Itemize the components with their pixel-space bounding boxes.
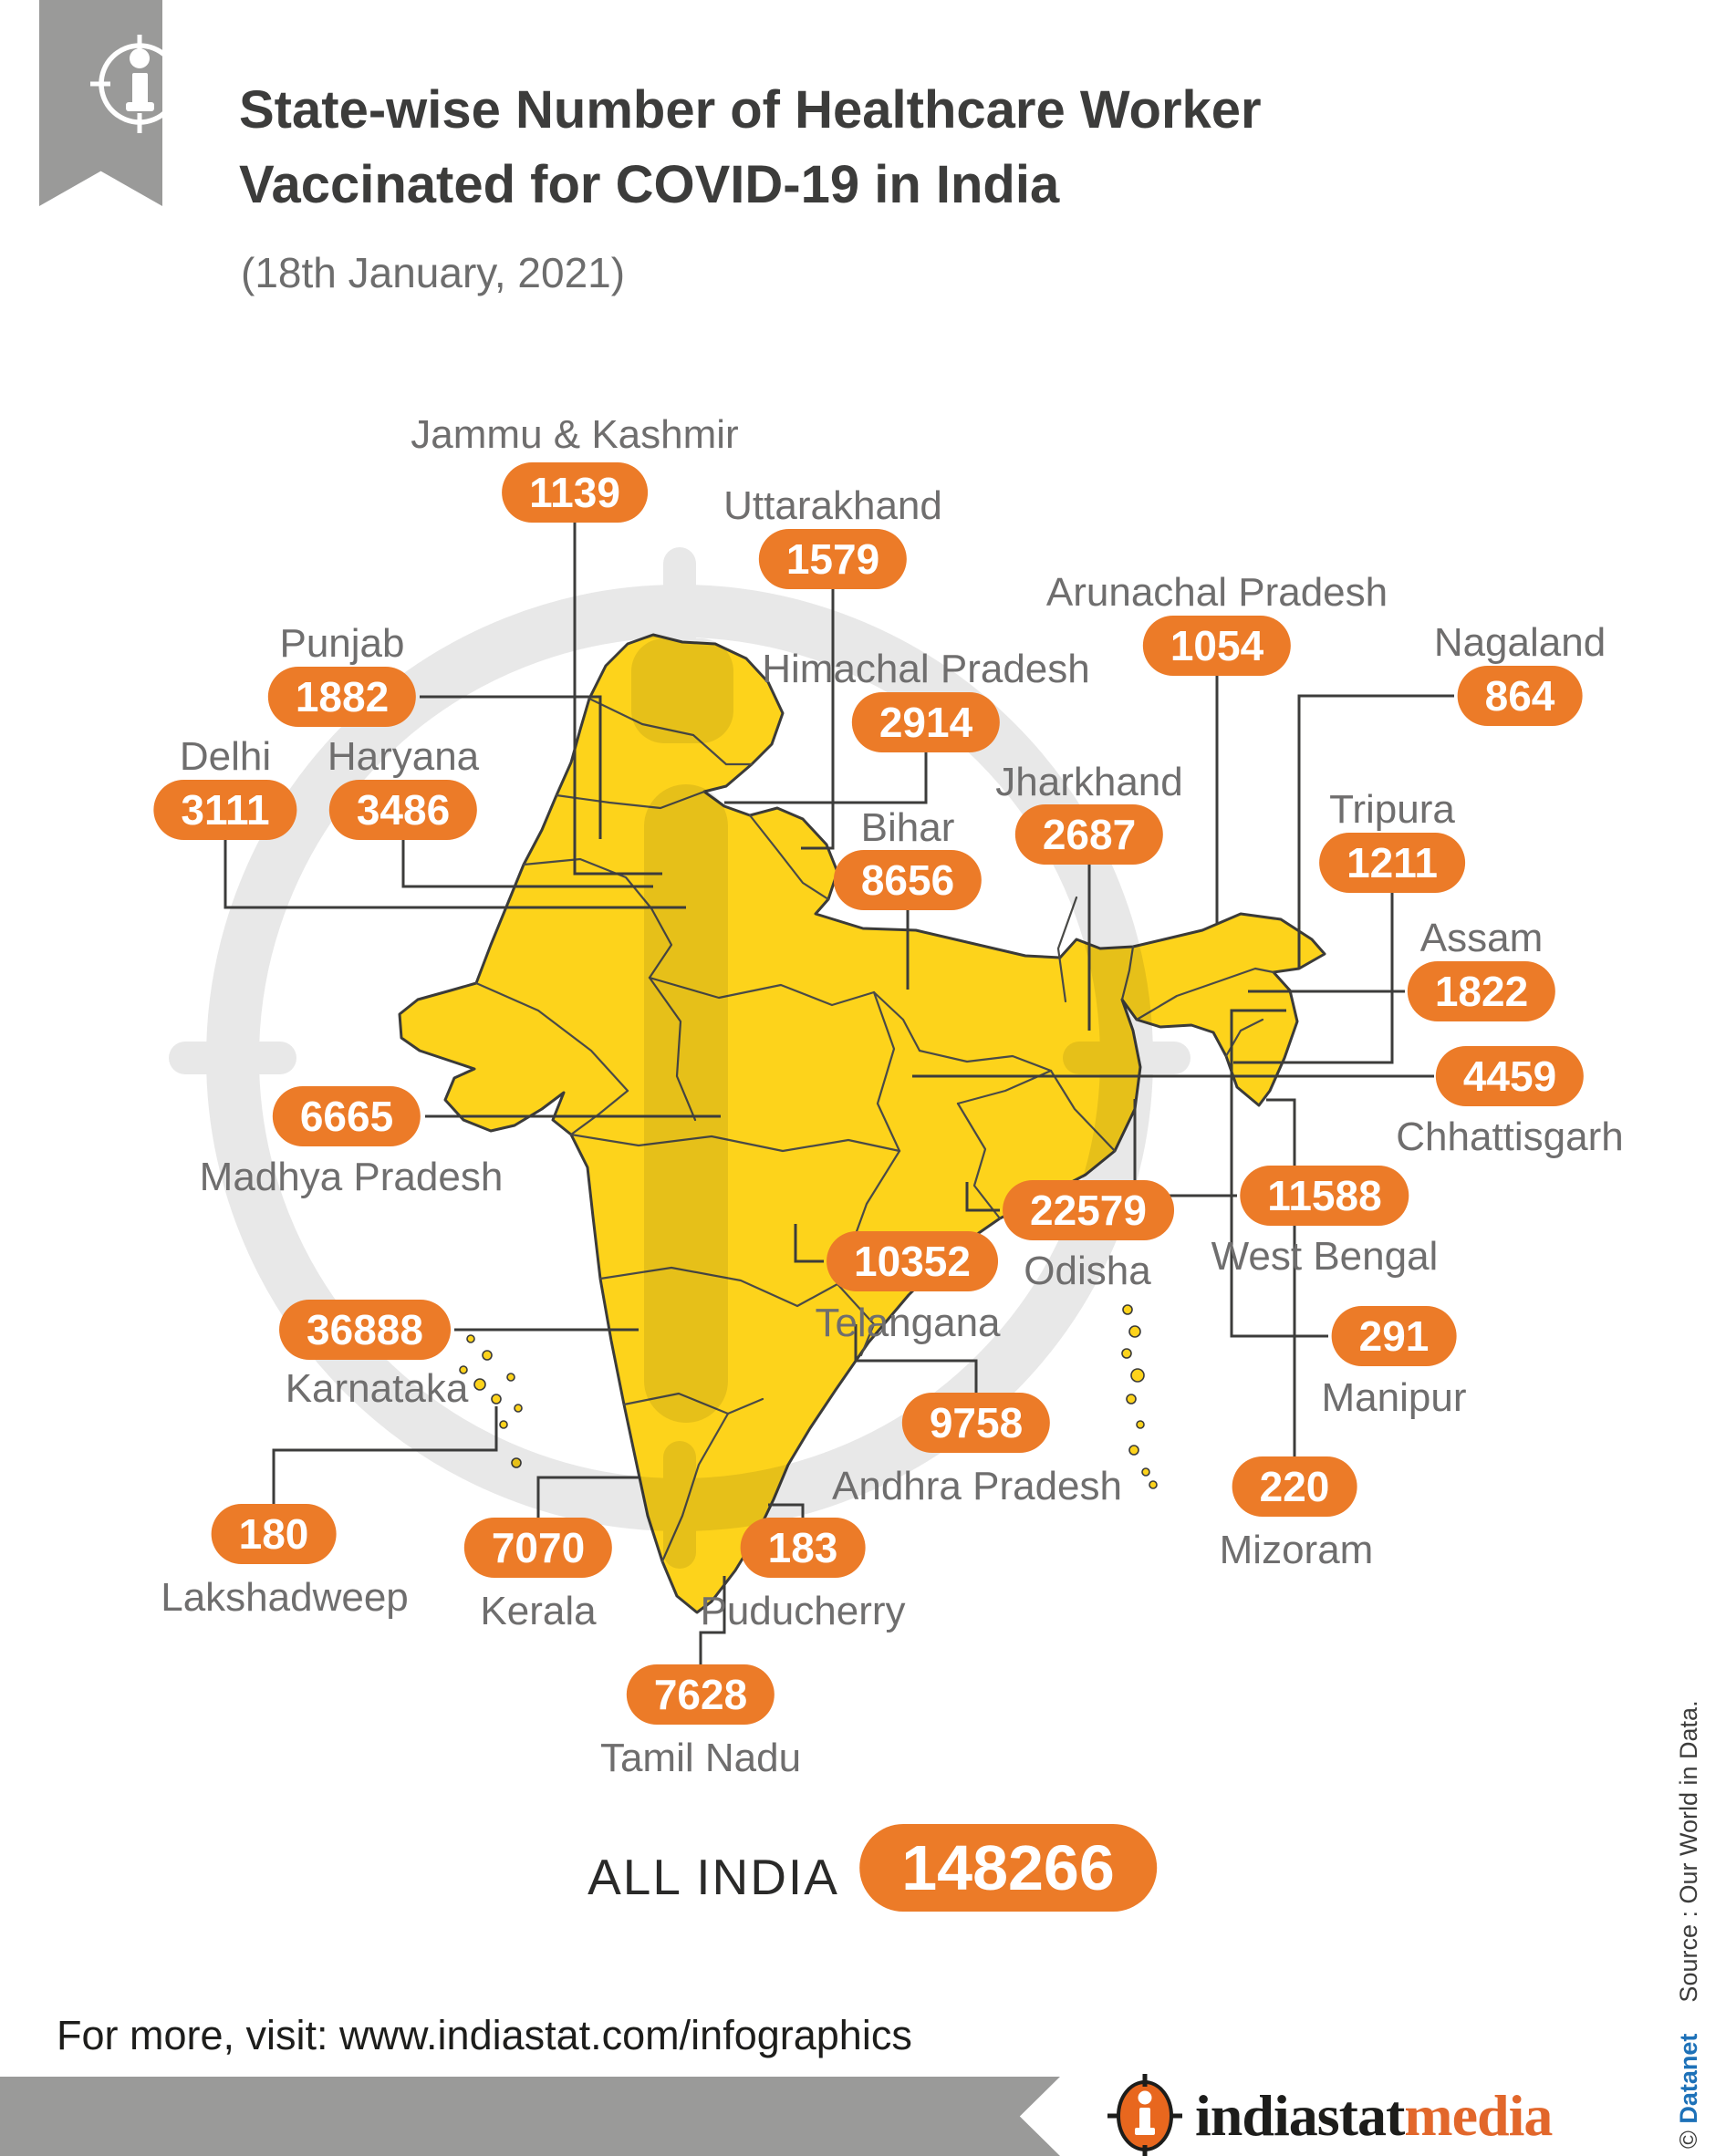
- state-value-pill-lakshadweep: 180: [211, 1504, 337, 1564]
- state-label-west-bengal: West Bengal: [1211, 1234, 1439, 1279]
- leader-line-odisha: [965, 1182, 1000, 1212]
- state-label-jammu-kashmir: Jammu & Kashmir: [411, 412, 739, 457]
- state-label-bihar: Bihar: [860, 805, 955, 850]
- state-label-delhi: Delhi: [179, 734, 272, 779]
- leader-line-lakshadweep: [272, 1406, 498, 1505]
- leader-line-andhra-pradesh: [854, 1324, 978, 1394]
- state-value-pill-jharkhand: 2687: [1014, 804, 1164, 865]
- state-value-pill-tripura: 1211: [1319, 833, 1465, 893]
- leader-line-puducherry: [768, 1503, 805, 1519]
- state-value-pill-karnataka: 36888: [279, 1300, 451, 1360]
- state-value-pill-puducherry: 183: [740, 1518, 866, 1578]
- state-label-manipur: Manipur: [1321, 1375, 1467, 1420]
- state-value-pill-odisha: 22579: [1003, 1180, 1174, 1240]
- state-value-pill-punjab: 1882: [267, 667, 417, 727]
- state-value-pill-kerala: 7070: [463, 1518, 613, 1578]
- state-label-odisha: Odisha: [1024, 1249, 1151, 1293]
- leader-line-uttarakhand: [801, 588, 835, 850]
- state-label-uttarakhand: Uttarakhand: [723, 483, 942, 528]
- state-label-nagaland: Nagaland: [1433, 620, 1606, 665]
- state-label-haryana: Haryana: [327, 734, 480, 779]
- date-subtitle: (18th January, 2021): [241, 249, 626, 296]
- leader-line-telangana: [794, 1224, 824, 1263]
- leader-line-nagaland: [1297, 694, 1454, 969]
- state-label-tamil-nadu: Tamil Nadu: [599, 1736, 802, 1780]
- source-credit: Source : Our World in Data.: [1675, 1700, 1702, 2003]
- state-value-pill-uttarakhand: 1579: [758, 529, 908, 589]
- leader-lines: [224, 522, 1454, 1665]
- leader-line-himachal-pradesh: [724, 751, 928, 804]
- state-label-karnataka: Karnataka: [285, 1366, 469, 1411]
- leader-line-delhi: [224, 839, 686, 909]
- state-value-pill-mizoram: 220: [1232, 1456, 1357, 1517]
- state-label-andhra-pradesh: Andhra Pradesh: [832, 1464, 1122, 1508]
- state-label-telangana: Telangana: [815, 1301, 1001, 1345]
- state-value-pill-west-bengal: 11588: [1240, 1166, 1409, 1226]
- state-value-pill-jammu-kashmir: 1139: [502, 462, 648, 523]
- leader-line-tripura: [1233, 892, 1394, 1064]
- state-value-pill-madhya-pradesh: 6665: [272, 1086, 421, 1146]
- leader-line-punjab: [420, 695, 602, 839]
- state-label-punjab: Punjab: [279, 621, 405, 666]
- state-value-pill-andhra-pradesh: 9758: [901, 1393, 1051, 1453]
- state-value-pill-bihar: 8656: [833, 850, 983, 910]
- info-icon: [90, 35, 189, 133]
- lakshadweep-islands: [459, 1334, 523, 1468]
- state-label-mizoram: Mizoram: [1219, 1528, 1374, 1572]
- title-line-1: State-wise Number of Healthcare Worker: [239, 80, 1262, 140]
- all-india-total-pill: 148266: [859, 1824, 1157, 1912]
- state-label-tripura: Tripura: [1329, 787, 1455, 832]
- state-value-pill-chhattisgarh: 4459: [1435, 1046, 1585, 1106]
- leader-line-tamil-nadu: [699, 1576, 726, 1665]
- page-title: State-wise Number of Healthcare Worker V…: [239, 73, 1262, 223]
- state-value-pill-tamil-nadu: 7628: [626, 1664, 775, 1725]
- datanet-credit: Datanet: [1675, 2033, 1702, 2124]
- state-value-pill-telangana: 10352: [827, 1231, 998, 1291]
- state-label-arunachal-pradesh: Arunachal Pradesh: [1045, 570, 1388, 615]
- state-value-pill-haryana: 3486: [328, 780, 478, 840]
- leader-line-haryana: [401, 839, 653, 888]
- state-value-pill-nagaland: 864: [1457, 666, 1583, 726]
- state-label-assam: Assam: [1419, 916, 1544, 960]
- leader-line-mizoram: [1266, 1098, 1296, 1457]
- state-value-pill-assam: 1822: [1407, 961, 1556, 1021]
- indiastat-media-logo: indiastat media: [1104, 2070, 1553, 2156]
- state-label-jharkhand: Jharkhand: [995, 760, 1183, 804]
- state-label-himachal-pradesh: Himachal Pradesh: [762, 647, 1090, 691]
- indiastat-logo-icon: [1107, 2074, 1182, 2156]
- copyright-symbol: ©: [1675, 2123, 1702, 2149]
- state-value-pill-manipur: 291: [1331, 1306, 1457, 1366]
- leader-line-manipur: [1230, 1009, 1328, 1338]
- andaman-nicobar-islands: [1121, 1304, 1158, 1489]
- state-value-pill-delhi: 3111: [153, 780, 297, 840]
- state-label-madhya-pradesh: Madhya Pradesh: [199, 1155, 504, 1199]
- state-value-pill-himachal-pradesh: 2914: [851, 692, 1001, 752]
- leader-line-kerala: [536, 1476, 639, 1519]
- leader-line-jammu-kashmir: [573, 522, 662, 876]
- footer-banner: [0, 2077, 1060, 2156]
- logo-text-indiastat: indiastat: [1195, 2083, 1405, 2148]
- state-label-puducherry: Puducherry: [700, 1589, 906, 1633]
- state-label-lakshadweep: Lakshadweep: [161, 1575, 409, 1620]
- logo-text-media: media: [1404, 2083, 1553, 2148]
- state-label-chhattisgarh: Chhattisgarh: [1396, 1114, 1624, 1159]
- indiastat-watermark-icon: [169, 547, 1191, 1569]
- footer-visit-text: For more, visit: www.indiastat.com/infog…: [57, 2012, 912, 2058]
- side-credit: © Datanet Source : Our World in Data.: [1675, 1700, 1703, 2149]
- state-label-kerala: Kerala: [480, 1589, 597, 1633]
- state-value-pill-arunachal-pradesh: 1054: [1142, 616, 1292, 676]
- title-line-2: Vaccinated for COVID-19 in India: [239, 155, 1060, 214]
- all-india-label: ALL INDIA: [587, 1849, 839, 1905]
